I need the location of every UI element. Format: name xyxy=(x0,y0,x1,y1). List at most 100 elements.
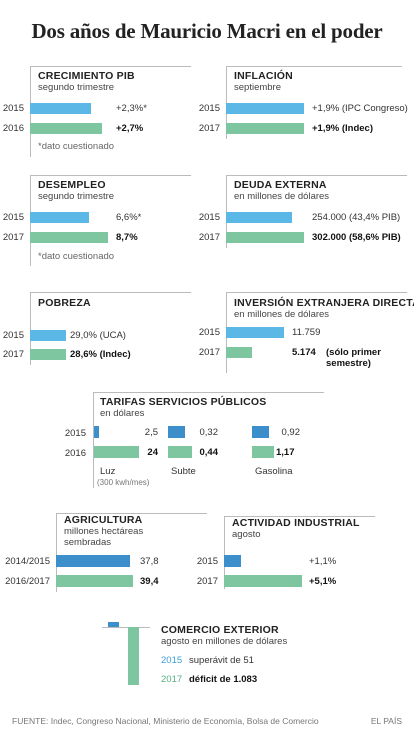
panel-subtitle: millones hectáreas sembradas xyxy=(64,526,144,548)
year-label: 2016 xyxy=(2,123,24,134)
bar xyxy=(56,555,130,567)
data-label: 6,6%* xyxy=(116,212,142,223)
bar xyxy=(30,212,90,223)
year-label: 2015 xyxy=(196,556,218,567)
panel-title: TARIFAS SERVICIOS PÚBLICOS xyxy=(100,396,267,408)
bar xyxy=(226,347,252,358)
data-label: 5.174 xyxy=(292,347,316,358)
brand-logo: EL PAÍS xyxy=(370,716,402,726)
bar xyxy=(30,330,66,341)
data-label: 37,8 xyxy=(140,556,159,567)
panel-subtitle: segundo trimestre xyxy=(38,191,115,202)
data-label: +1,9% (Indec) xyxy=(312,123,373,134)
year-label: 2015 xyxy=(2,330,24,341)
data-label: 8,7% xyxy=(116,232,138,243)
panel-title: AGRICULTURA xyxy=(64,514,143,526)
year-label: 2016 xyxy=(64,448,86,459)
source-note: FUENTE: Indec, Congreso Nacional, Minist… xyxy=(12,716,319,726)
bar xyxy=(30,103,92,114)
year-label: 2015 xyxy=(64,428,86,439)
data-label: +1,9% (IPC Congreso) xyxy=(312,103,408,114)
panel-subtitle: en millones de dólares xyxy=(234,191,330,202)
year-label: 2015 xyxy=(198,103,220,114)
year-label: 2017 xyxy=(198,123,220,134)
data-label: 28,6% (Indec) xyxy=(70,349,131,360)
year-label: 2015 xyxy=(2,103,24,114)
panel-frame xyxy=(226,66,402,139)
year-label: 2017 xyxy=(2,232,24,243)
year-label: 2015 xyxy=(198,327,220,338)
year-label: 2015 xyxy=(198,212,220,223)
data-label: 0,44 xyxy=(199,447,219,458)
bar xyxy=(30,349,66,360)
panel-title: CRECIMIENTO PIB xyxy=(38,70,135,82)
bar xyxy=(30,232,108,243)
panel-title: INFLACIÓN xyxy=(234,70,293,82)
bar xyxy=(226,212,292,223)
data-label: 302.000 (58,6% PIB) xyxy=(312,232,401,243)
panel-title: ACTIVIDAD INDUSTRIAL xyxy=(232,517,360,529)
panel-subtitle: agosto en millones de dólares xyxy=(161,636,288,647)
year-label: 2016/2017 xyxy=(5,576,50,587)
year-label: 2017 xyxy=(198,232,220,243)
bar xyxy=(56,575,133,587)
bar xyxy=(252,426,270,438)
panel-frame xyxy=(93,392,324,488)
data-label: 11.759 xyxy=(292,327,321,338)
data-label: 24 xyxy=(147,447,158,458)
zero-line xyxy=(102,627,150,628)
year-label: 2015 xyxy=(2,212,24,223)
panel-title: POBREZA xyxy=(38,297,91,309)
series-note: (300 kwh/mes) xyxy=(97,478,150,487)
data-label: +2,7% xyxy=(116,123,144,134)
data-label: +5,1% xyxy=(309,576,337,587)
data-label: déficit de 1.083 xyxy=(189,674,258,685)
data-label: +1,1% xyxy=(309,556,337,567)
series-name: Gasolina xyxy=(255,466,293,477)
footnote: *dato cuestionado xyxy=(38,251,115,262)
bar xyxy=(226,327,284,338)
data-label: 39,4 xyxy=(140,576,159,587)
panel-subtitle: agosto xyxy=(232,529,261,540)
bar xyxy=(30,123,102,134)
year-label: 2017 xyxy=(196,576,218,587)
data-label: 0,32 xyxy=(199,427,219,438)
year-label: 2017 xyxy=(2,349,24,360)
panel-title: INVERSIÓN EXTRANJERA DIRECTA xyxy=(234,297,414,309)
bar xyxy=(108,622,119,627)
data-label: 1,17 xyxy=(276,447,295,458)
year-label: 2017 xyxy=(198,347,220,358)
panel-frame xyxy=(226,175,407,248)
panel-title: COMERCIO EXTERIOR xyxy=(161,624,279,636)
panel-subtitle: en millones de dólares xyxy=(234,309,330,320)
year-label: 2017 xyxy=(161,674,183,685)
bar xyxy=(226,232,304,243)
page-title: Dos años de Mauricio Macri en el poder xyxy=(31,19,383,43)
panel-frame xyxy=(56,513,207,592)
data-label: +2,3%* xyxy=(116,103,147,114)
data-label: 0,92 xyxy=(281,427,301,438)
panel-title: DEUDA EXTERNA xyxy=(234,179,327,191)
panel-subtitle: en dólares xyxy=(100,408,145,419)
bar xyxy=(224,555,241,567)
bar xyxy=(128,627,139,685)
bar xyxy=(226,103,304,114)
panel-title: DESEMPLEO xyxy=(38,179,106,191)
series-name: Luz xyxy=(100,466,116,477)
bar xyxy=(168,426,186,438)
data-label: 254.000 (43,4% PIB) xyxy=(312,212,401,223)
bar xyxy=(94,426,99,438)
footnote: *dato cuestionado xyxy=(38,141,115,152)
panel-subtitle: septiembre xyxy=(234,82,281,93)
bar xyxy=(94,446,139,458)
year-label: 2015 xyxy=(161,655,183,666)
data-label: 29,0% (UCA) xyxy=(70,330,126,341)
year-label: 2014/2015 xyxy=(5,556,50,567)
bar xyxy=(224,575,302,587)
data-label: 2,5 xyxy=(144,427,158,438)
bar xyxy=(252,446,274,458)
panel-frame xyxy=(224,516,375,589)
series-name: Subte xyxy=(171,466,196,477)
bar xyxy=(226,123,304,134)
bar xyxy=(168,446,192,458)
